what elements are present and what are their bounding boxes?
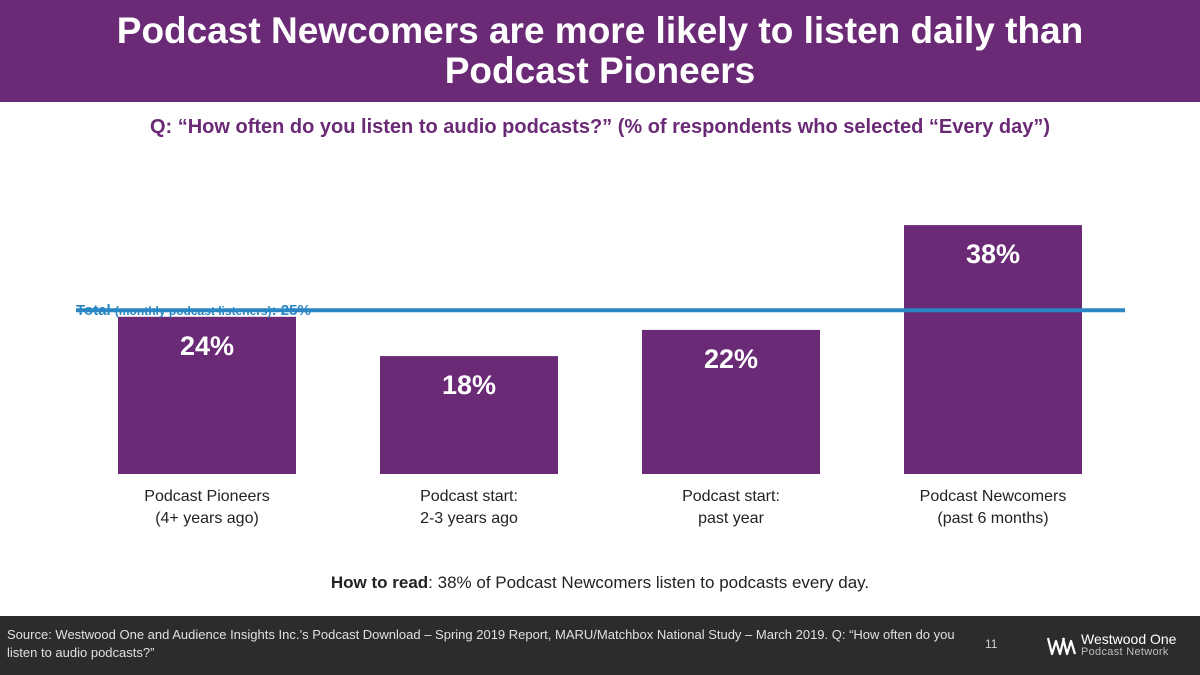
bar-past-year xyxy=(642,329,820,474)
bar-value-label-2-3-years: 18% xyxy=(442,370,496,400)
how-to-read-label: How to read xyxy=(330,573,429,592)
logo-main-text: Westwood One xyxy=(1081,631,1177,647)
footer-bar: Source: Westwood One and Audience Insigh… xyxy=(0,616,1200,675)
category-label-2-3-years: Podcast start: 2-3 years ago xyxy=(420,488,518,527)
bar-pioneers xyxy=(118,316,296,474)
category-label-pioneers: Podcast Pioneers (4+ years ago) xyxy=(144,488,270,527)
waveform-icon xyxy=(1046,637,1076,656)
total-label-detail: (monthly podcast listeners) xyxy=(114,304,272,318)
bar-2-3-years xyxy=(380,356,558,474)
source-note: Source: Westwood One and Audience Insigh… xyxy=(7,627,955,660)
how-to-read-text: : 38% of Podcast Newcomers listen to pod… xyxy=(428,573,870,592)
survey-question: Q: “How often do you listen to audio pod… xyxy=(149,116,1051,138)
westwood-one-logo: Westwood One Podcast Network xyxy=(1046,632,1176,660)
total-reference-label: Total (monthly podcast listeners): 25% xyxy=(76,302,311,319)
total-label-value: : 25% xyxy=(271,302,311,319)
logo-sub-text: Podcast Network xyxy=(1081,646,1169,658)
page-number: 11 xyxy=(985,637,998,651)
bar-value-label-pioneers: 24% xyxy=(180,331,234,361)
total-label-main: Total xyxy=(76,302,111,319)
bar-newcomers xyxy=(904,225,1082,474)
title-banner: Podcast Newcomers are more likely to lis… xyxy=(0,0,1200,102)
category-label-past-year: Podcast start: past year xyxy=(682,488,780,527)
how-to-read-note: How to read: 38% of Podcast Newcomers li… xyxy=(0,573,1200,593)
bar-value-label-newcomers: 38% xyxy=(966,239,1020,269)
category-label-newcomers: Podcast Newcomers (past 6 months) xyxy=(919,488,1067,527)
page-title: Podcast Newcomers are more likely to lis… xyxy=(116,10,1084,91)
bar-value-label-past-year: 22% xyxy=(704,344,758,374)
